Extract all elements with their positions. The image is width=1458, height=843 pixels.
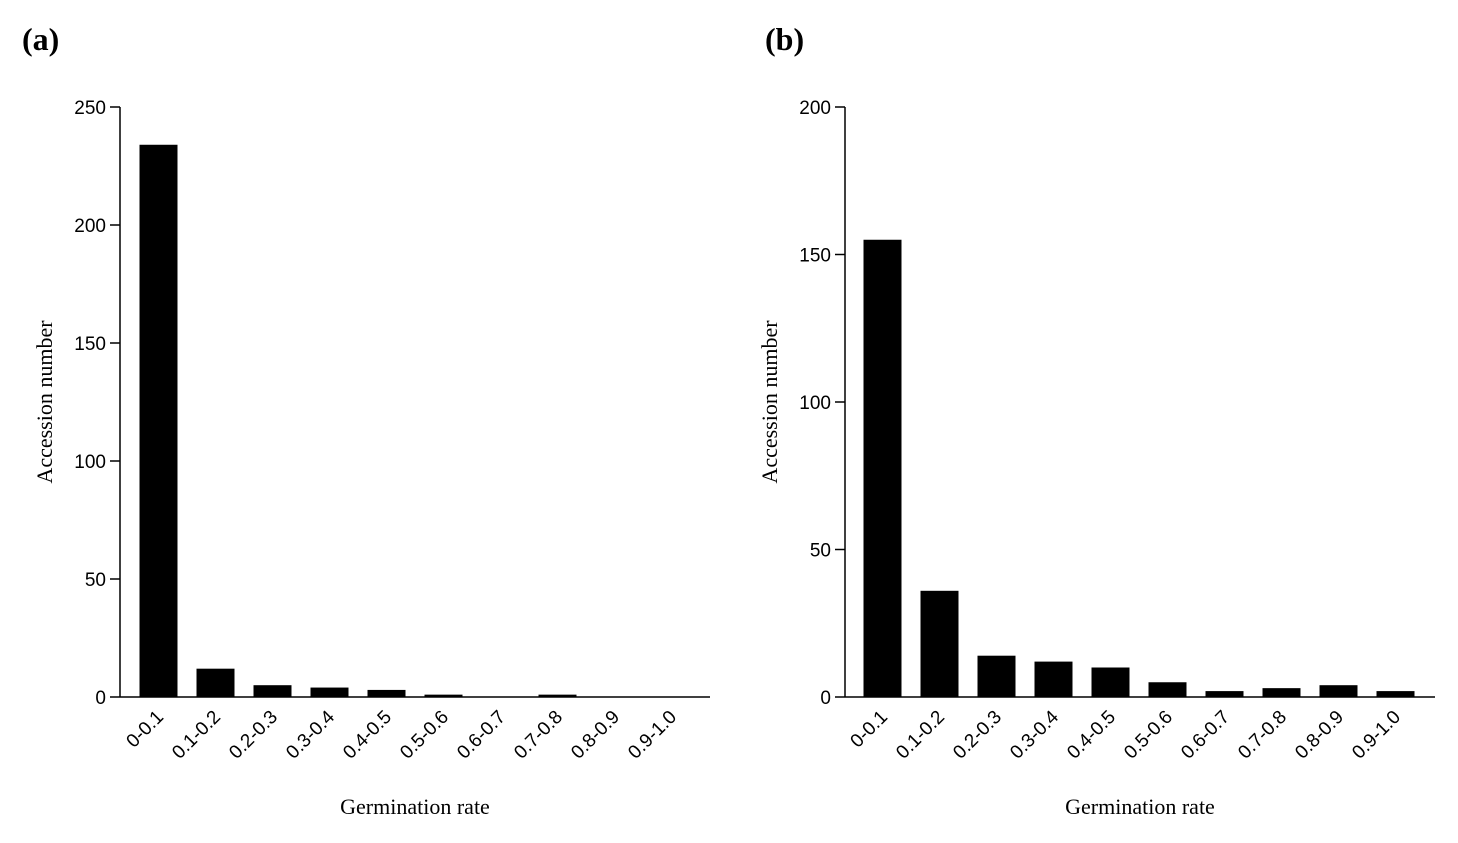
x-tick-label: 0.5-0.6 xyxy=(396,707,453,764)
x-tick-label: 0.3-0.4 xyxy=(282,706,339,763)
y-tick-label: 50 xyxy=(85,570,106,591)
x-tick-label: 0.6-0.7 xyxy=(453,707,510,764)
x-tick-label: 0.3-0.4 xyxy=(1006,706,1063,763)
x-tick-label: 0.4-0.5 xyxy=(1063,707,1120,764)
y-tick-label: 150 xyxy=(74,334,106,355)
bar xyxy=(920,590,959,697)
bar xyxy=(538,694,577,697)
y-tick-label: 100 xyxy=(74,452,106,473)
y-tick-label: 0 xyxy=(820,688,831,709)
x-tick-label: 0.8-0.9 xyxy=(567,707,624,764)
x-tick-label: 0.4-0.5 xyxy=(339,707,396,764)
bar xyxy=(1262,688,1301,697)
y-tick-label: 250 xyxy=(74,98,106,119)
x-tick-label: 0.5-0.6 xyxy=(1120,707,1177,764)
y-tick-label: 0 xyxy=(95,688,106,709)
bar xyxy=(1148,682,1187,697)
bar xyxy=(367,689,406,697)
bar xyxy=(1034,661,1073,697)
x-tick-label: 0.1-0.2 xyxy=(892,707,949,764)
y-axis-title: Accession number xyxy=(757,320,782,484)
y-tick-label: 150 xyxy=(799,246,831,267)
bar xyxy=(310,687,349,697)
x-tick-label: 0.7-0.8 xyxy=(1234,707,1291,764)
bar xyxy=(253,685,292,697)
panel-label: (b) xyxy=(765,21,804,57)
x-tick-label: 0.9-1.0 xyxy=(1348,707,1405,764)
bar xyxy=(863,239,902,697)
x-tick-label: 0.6-0.7 xyxy=(1177,707,1234,764)
x-axis-title: Germination rate xyxy=(1065,794,1215,819)
bar xyxy=(1319,685,1358,697)
y-axis-title: Accession number xyxy=(32,320,57,484)
x-tick-label: 0.7-0.8 xyxy=(510,707,567,764)
bar xyxy=(1091,667,1130,697)
x-tick-label: 0-0.1 xyxy=(123,707,168,752)
bar xyxy=(139,144,178,697)
bar xyxy=(1376,691,1415,697)
y-tick-label: 200 xyxy=(799,98,831,119)
bar xyxy=(977,655,1016,697)
x-tick-label: 0.9-1.0 xyxy=(624,707,681,764)
x-tick-label: 0.2-0.3 xyxy=(949,707,1006,764)
x-tick-label: 0.1-0.2 xyxy=(168,707,225,764)
x-axis-title: Germination rate xyxy=(340,794,490,819)
x-tick-label: 0-0.1 xyxy=(847,707,892,752)
bar xyxy=(424,694,463,697)
x-tick-label: 0.8-0.9 xyxy=(1291,707,1348,764)
x-tick-label: 0.2-0.3 xyxy=(225,707,282,764)
panel-label: (a) xyxy=(22,21,59,57)
bar xyxy=(196,668,235,697)
y-tick-label: 200 xyxy=(74,216,106,237)
bar xyxy=(1205,691,1244,697)
y-tick-label: 50 xyxy=(810,541,831,562)
y-tick-label: 100 xyxy=(799,393,831,414)
